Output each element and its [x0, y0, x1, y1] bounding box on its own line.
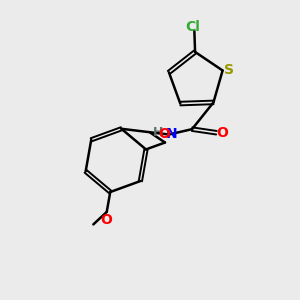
Text: H: H: [153, 126, 164, 139]
Text: O: O: [216, 126, 228, 140]
Text: S: S: [224, 64, 234, 77]
Text: N: N: [165, 127, 177, 141]
Text: O: O: [100, 213, 112, 227]
Text: O: O: [158, 127, 170, 141]
Text: Cl: Cl: [185, 20, 200, 34]
